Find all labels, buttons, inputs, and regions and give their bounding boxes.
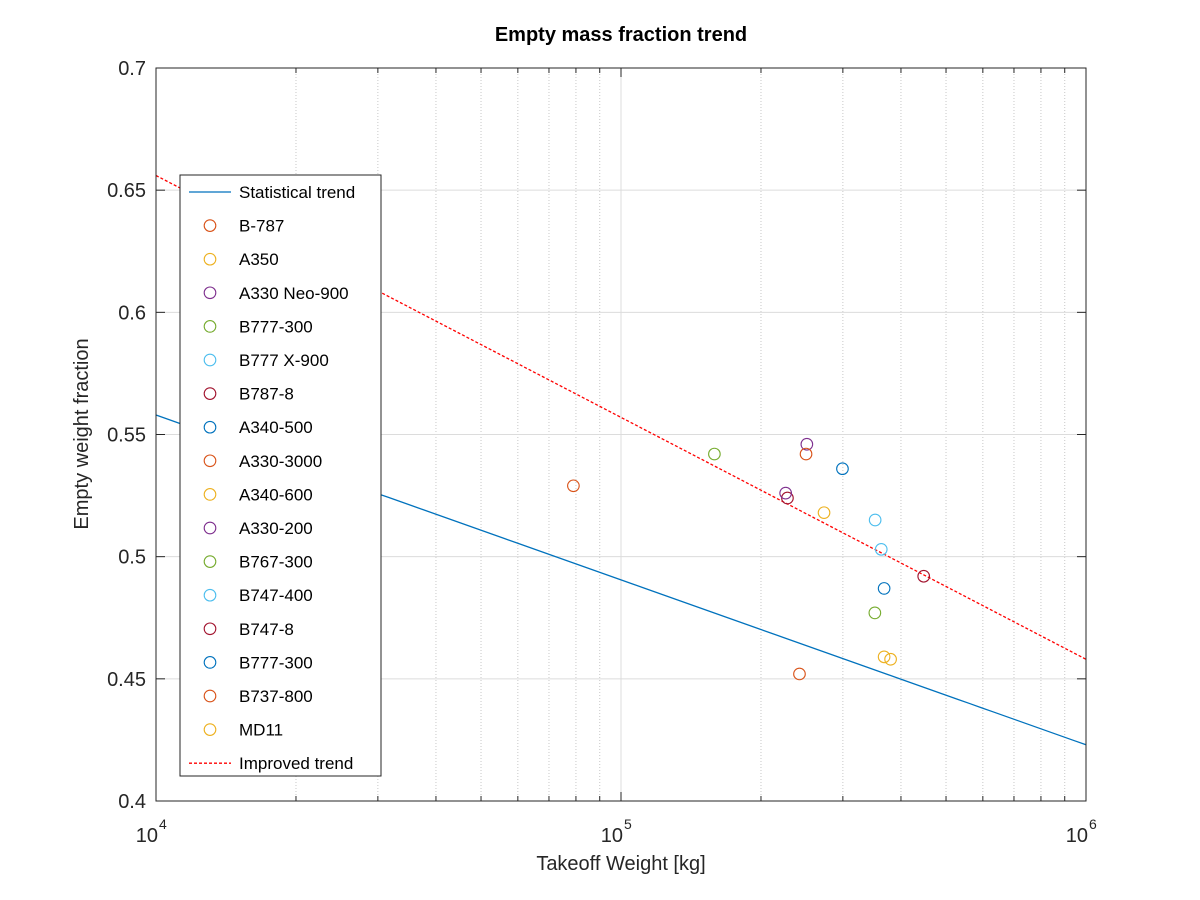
legend-marker-sample <box>203 219 217 232</box>
data-point-marker <box>567 479 580 493</box>
x-tick-label-exponent: 4 <box>159 816 167 832</box>
legend-label: A330-3000 <box>239 452 322 471</box>
x-tick-label-exponent: 6 <box>1089 816 1097 832</box>
legend-label: B767-300 <box>239 553 313 572</box>
x-tick-label-base: 10 <box>136 825 158 847</box>
ticks <box>155 67 1087 802</box>
x-tick-label-exponent: 5 <box>624 816 632 832</box>
legend-marker-sample <box>203 689 217 703</box>
y-tick-label: 0.65 <box>107 180 146 202</box>
legend-label: MD11 <box>239 721 283 740</box>
data-point-marker <box>793 667 806 681</box>
legend-marker-sample <box>203 454 217 468</box>
legend-label: A330-200 <box>239 519 313 538</box>
legend-marker-sample <box>203 622 217 636</box>
legend-marker-sample <box>203 320 217 333</box>
legend-label: A340-500 <box>239 418 313 437</box>
x-tick-label-base: 10 <box>1066 825 1088 847</box>
data-point-marker <box>868 606 882 620</box>
legend-label: B777 X-900 <box>239 351 329 370</box>
data-point-marker <box>836 462 849 476</box>
legend-label: Statistical trend <box>239 183 355 202</box>
legend-label: B777-300 <box>239 653 313 672</box>
y-tick-label: 0.6 <box>118 302 146 324</box>
y-tick-label: 0.55 <box>107 425 146 447</box>
data-point-marker <box>868 513 882 527</box>
legend-label: Improved trend <box>239 754 353 773</box>
legend-box <box>179 174 382 777</box>
legend-marker-sample <box>203 588 217 602</box>
legend-label: B747-8 <box>239 620 294 639</box>
legend-marker-sample <box>203 252 217 266</box>
legend-label: A330 Neo-900 <box>239 284 349 303</box>
x-tick-label-base: 10 <box>601 825 623 847</box>
y-tick-label: 0.5 <box>118 547 146 569</box>
legend-marker-sample <box>203 387 217 400</box>
legend-label: B737-800 <box>239 687 313 706</box>
legend-marker-sample <box>203 286 217 300</box>
data-point-marker <box>779 486 793 500</box>
legend-marker-sample <box>203 420 217 434</box>
legend-marker-sample <box>203 353 217 367</box>
data-point-marker <box>884 652 897 666</box>
data-point-marker <box>917 569 931 583</box>
y-tick-label: 0.4 <box>118 791 146 813</box>
legend-label: A340-600 <box>239 485 313 504</box>
legend-marker-sample <box>203 488 217 501</box>
legend-label: B747-400 <box>239 586 313 605</box>
x-axis-label: Takeoff Weight [kg] <box>536 853 705 875</box>
data-markers <box>567 437 931 681</box>
legend: Statistical trend B-787 A350 A330 Neo-900 B7… <box>179 174 382 777</box>
data-point-marker <box>800 437 814 451</box>
legend-label: B787-8 <box>239 385 294 404</box>
data-point-marker <box>708 447 721 461</box>
data-point-marker <box>877 582 891 595</box>
legend-label: A350 <box>239 250 279 269</box>
legend-label: B-787 <box>239 217 284 236</box>
data-point-marker <box>817 506 831 520</box>
legend-marker-sample <box>203 656 217 669</box>
data-point-marker <box>799 447 813 461</box>
legend-marker-sample <box>203 521 217 535</box>
chart-title: Empty mass fraction trend <box>495 24 747 46</box>
data-point-marker <box>877 650 891 664</box>
legend-marker-sample <box>203 555 217 568</box>
y-axis-label: Empty weight fraction <box>71 338 93 529</box>
data-point-marker <box>874 542 888 556</box>
legend-label: B777-300 <box>239 317 313 336</box>
y-tick-label: 0.7 <box>118 58 146 80</box>
legend-marker-sample <box>203 723 217 736</box>
y-tick-label: 0.45 <box>107 669 146 691</box>
